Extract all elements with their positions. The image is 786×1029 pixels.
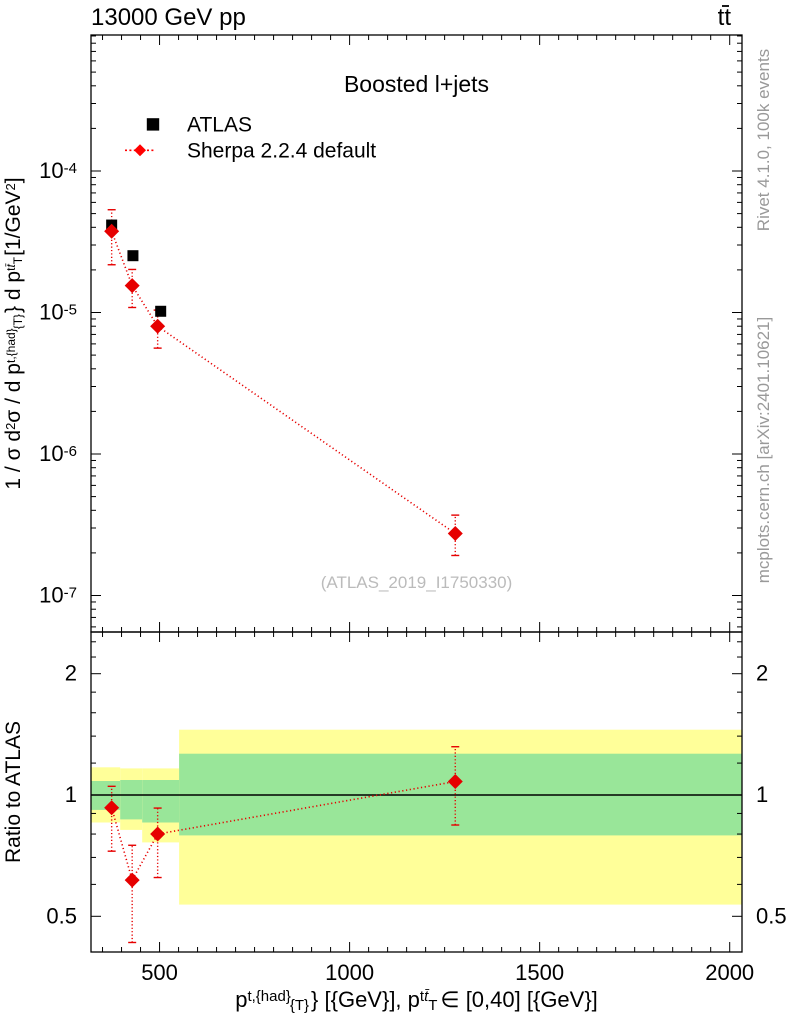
svg-text:Boosted l+jets: Boosted l+jets — [344, 71, 489, 97]
svg-text:mcplots.cern.ch [arXiv:2401.10: mcplots.cern.ch [arXiv:2401.10621] — [754, 317, 773, 583]
svg-text:pt,{had}{T}} [{GeV}], ptt̄T∈ [: pt,{had}{T}} [{GeV}], ptt̄T ∈ [0,40] [{Ge… — [235, 987, 598, 1014]
svg-text:(ATLAS_2019_I1750330): (ATLAS_2019_I1750330) — [321, 573, 513, 592]
svg-text:2: 2 — [756, 661, 768, 686]
svg-text:500: 500 — [141, 960, 178, 985]
svg-text:tt: tt — [718, 4, 732, 31]
svg-text:ATLAS: ATLAS — [187, 113, 252, 136]
svg-text:1: 1 — [65, 782, 77, 807]
svg-text:2: 2 — [65, 661, 77, 686]
svg-text:1: 1 — [756, 782, 768, 807]
svg-text:Ratio to ATLAS: Ratio to ATLAS — [2, 721, 25, 863]
svg-text:1000: 1000 — [325, 960, 374, 985]
svg-text:Sherpa 2.2.4 default: Sherpa 2.2.4 default — [187, 139, 376, 162]
svg-text:1500: 1500 — [515, 960, 564, 985]
svg-text:Rivet 4.1.0, 100k events: Rivet 4.1.0, 100k events — [754, 49, 773, 231]
svg-text:13000 GeV pp: 13000 GeV pp — [91, 4, 246, 31]
svg-text:0.5: 0.5 — [46, 903, 77, 928]
svg-text:0.5: 0.5 — [756, 903, 786, 928]
svg-text:2000: 2000 — [705, 960, 754, 985]
